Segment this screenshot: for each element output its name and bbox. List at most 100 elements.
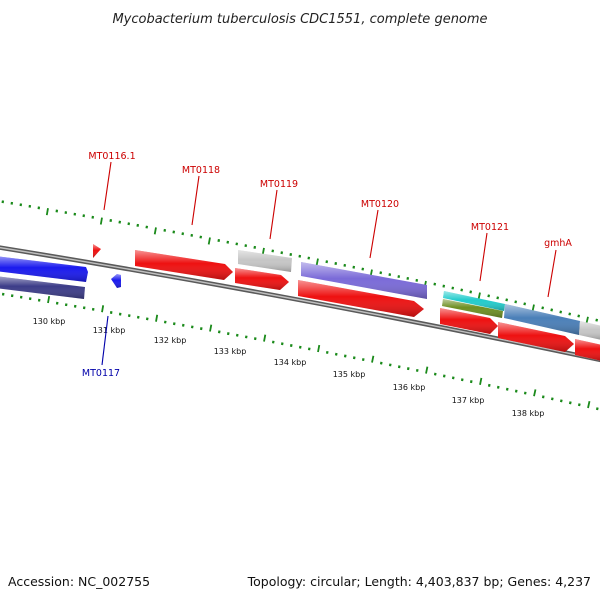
gene-label-mt0118[interactable]: MT0118 xyxy=(182,165,220,176)
minor-tick xyxy=(136,223,140,227)
minor-tick xyxy=(91,215,95,219)
minor-tick xyxy=(127,314,131,318)
major-tick xyxy=(315,258,319,266)
minor-tick xyxy=(172,322,176,326)
right-edge-cds-shading xyxy=(575,339,600,361)
minor-tick xyxy=(163,320,167,324)
minor-tick xyxy=(442,374,446,378)
ruler-label: 130 kbp xyxy=(33,317,66,326)
genome-summary-text: Topology: circular; Length: 4,403,837 bp… xyxy=(247,574,591,589)
minor-tick xyxy=(406,367,410,371)
minor-tick xyxy=(523,302,527,306)
major-tick xyxy=(477,292,481,300)
gene-label-mt0121[interactable]: MT0121 xyxy=(471,222,509,233)
minor-tick xyxy=(361,267,365,271)
major-tick xyxy=(533,389,537,397)
minor-tick xyxy=(595,318,599,322)
minor-tick xyxy=(487,383,491,387)
minor-tick xyxy=(352,356,356,360)
leader-line-gmha xyxy=(547,249,557,298)
gmha-steelblue-gene-shading xyxy=(504,304,580,335)
minor-tick xyxy=(244,244,248,248)
minor-tick xyxy=(343,263,347,267)
major-tick xyxy=(47,295,51,304)
minor-tick xyxy=(325,260,329,264)
major-tick xyxy=(261,247,265,255)
major-tick xyxy=(155,314,159,322)
ruler-label: 135 kbp xyxy=(333,370,366,379)
mt0120-purple-gene-shading xyxy=(301,262,427,299)
minor-tick xyxy=(298,345,302,349)
minor-tick xyxy=(451,286,455,290)
minor-tick xyxy=(577,403,581,407)
gene-label-gmha[interactable]: gmhA xyxy=(544,238,572,249)
minor-tick xyxy=(226,332,230,336)
minor-tick xyxy=(415,278,419,282)
minor-tick xyxy=(235,333,239,337)
minor-tick xyxy=(361,358,365,362)
major-tick xyxy=(317,344,321,353)
minor-tick xyxy=(253,245,257,249)
gene-labels: MT0116.1 MT0118 MT0119 MT0120 MT0121 gmh… xyxy=(82,151,572,379)
minor-tick xyxy=(244,335,248,339)
minor-tick xyxy=(433,282,437,286)
minor-tick xyxy=(199,327,203,331)
major-tick xyxy=(207,237,211,245)
minor-tick xyxy=(415,368,419,372)
minor-tick xyxy=(379,361,383,365)
ruler-label: 134 kbp xyxy=(274,358,307,367)
major-tick xyxy=(479,377,483,385)
major-tick xyxy=(587,401,591,409)
minor-tick xyxy=(289,343,293,348)
kbp-ruler-labels: 130 kbp 131 kbp 132 kbp 133 kbp 134 kbp … xyxy=(33,317,545,418)
gene-label-mt0120[interactable]: MT0120 xyxy=(361,199,399,210)
leader-line-mt0117 xyxy=(101,315,109,366)
minor-tick xyxy=(397,365,401,369)
major-tick xyxy=(425,366,429,374)
major-tick xyxy=(153,227,157,235)
minor-tick xyxy=(442,284,446,288)
minor-tick xyxy=(577,314,581,318)
minor-tick xyxy=(469,380,473,384)
minor-tick xyxy=(568,312,572,316)
minor-tick xyxy=(541,306,545,310)
gene-label-mt0119[interactable]: MT0119 xyxy=(260,179,298,190)
minor-tick xyxy=(334,352,338,356)
left-blue-cds-shading xyxy=(0,256,88,282)
minor-tick xyxy=(505,298,509,302)
minor-tick xyxy=(469,290,473,294)
mt0121-cds-shading xyxy=(440,308,498,334)
minor-tick xyxy=(118,220,122,224)
gene-label-mt0117[interactable]: MT0117 xyxy=(82,368,120,379)
minor-tick xyxy=(352,265,356,269)
mt0117-small-cds-shading xyxy=(111,274,121,288)
minor-tick xyxy=(451,376,455,380)
minor-tick xyxy=(127,222,131,226)
accession-text: Accession: NC_002755 xyxy=(8,574,150,589)
gene-label-mt0116-1[interactable]: MT0116.1 xyxy=(88,151,135,162)
minor-tick xyxy=(217,330,221,334)
mt0116-1-small-cds-shading xyxy=(93,244,101,258)
minor-tick xyxy=(82,214,86,218)
minor-tick xyxy=(496,296,500,300)
minor-tick xyxy=(523,391,527,395)
minor-tick xyxy=(460,378,464,382)
minor-tick xyxy=(145,225,149,229)
minor-tick xyxy=(433,372,437,376)
minor-tick xyxy=(568,401,572,405)
minor-tick xyxy=(109,218,113,223)
minor-tick xyxy=(163,228,167,232)
minor-tick xyxy=(172,230,176,234)
ruler-label: 137 kbp xyxy=(452,396,485,405)
minor-tick xyxy=(460,288,464,292)
ruler-label: 131 kbp xyxy=(93,326,126,335)
minor-tick xyxy=(559,310,563,314)
mt0119-gray-feature-shading xyxy=(238,250,292,272)
minor-tick xyxy=(226,240,230,244)
reverse-tick-ruler xyxy=(1,292,599,411)
gene-features xyxy=(0,244,600,361)
minor-tick xyxy=(505,387,509,391)
minor-tick xyxy=(388,363,392,367)
mt0120-cds-shading xyxy=(298,280,424,317)
